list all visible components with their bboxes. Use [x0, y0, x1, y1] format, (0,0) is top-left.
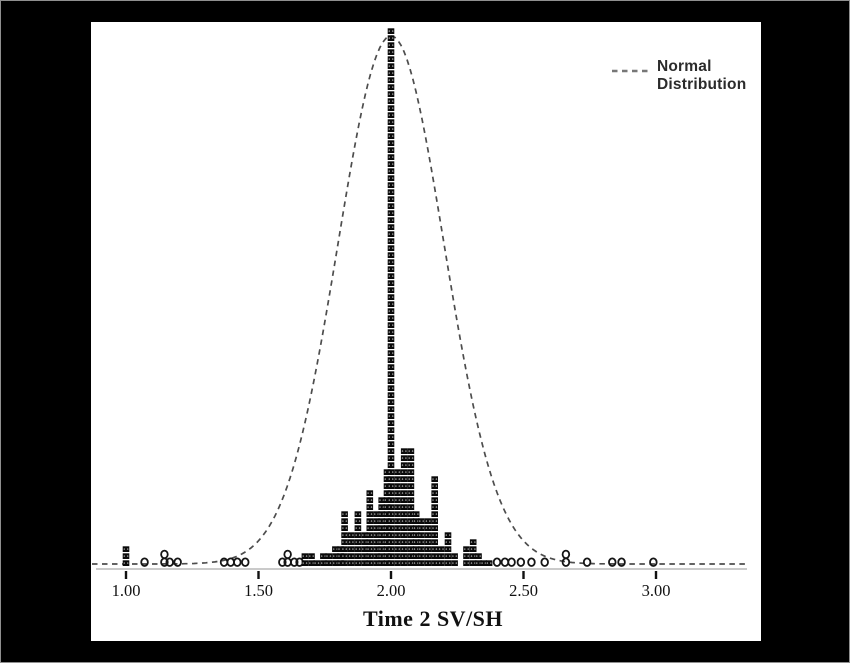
data-point-circle: [617, 557, 626, 567]
histogram-column: [463, 546, 470, 566]
histogram-column: [347, 532, 355, 566]
x-axis-tick-label: 2.50: [509, 581, 538, 600]
histogram-chart: 1.00 1.50 2.00 2.50 3.00: [92, 28, 747, 600]
dashed-line-icon: [612, 69, 648, 73]
data-point-circle: [283, 549, 292, 560]
data-point-circle: [608, 557, 617, 567]
data-point-circle: [173, 557, 182, 567]
x-axis-tick-label: 1.00: [112, 581, 141, 600]
histogram-column: [451, 553, 458, 566]
histogram-column: [122, 546, 130, 566]
data-point-circle: [561, 549, 571, 560]
histogram-column: [469, 539, 477, 566]
legend-label-line2: Distribution: [657, 76, 747, 93]
histogram-column: [424, 518, 432, 566]
histogram-column: [438, 546, 445, 566]
data-point-circle: [160, 549, 169, 560]
data-point-circle: [290, 557, 299, 567]
histogram-column: [394, 469, 401, 566]
data-point-circle: [241, 557, 250, 567]
data-point-circle: [165, 557, 174, 567]
histogram-column: [407, 448, 415, 566]
histogram-column: [341, 511, 348, 566]
normal-curve: [92, 35, 746, 565]
data-point-circle: [527, 557, 536, 567]
histogram-column: [444, 532, 452, 566]
histogram-column: [400, 448, 408, 566]
data-point-circle: [540, 557, 549, 567]
data-point-circle: [500, 557, 510, 567]
x-axis-tick-label: 1.50: [244, 581, 273, 600]
histogram-column: [412, 511, 420, 566]
data-point-circle: [507, 557, 516, 567]
legend: Normal Distribution: [611, 58, 746, 94]
plot-panel: 1.00 1.50 2.00 2.50 3.00 Normal Distribution…: [91, 22, 761, 641]
histogram-column: [361, 532, 368, 566]
legend-label-line1: Normal: [657, 58, 712, 75]
histogram-column: [354, 511, 362, 566]
data-point-circle: [649, 557, 658, 567]
histogram-column: [366, 490, 374, 566]
histogram-column: [387, 28, 395, 566]
data-point-circle: [140, 557, 149, 567]
data-point-circle: [516, 557, 526, 567]
histogram-column: [480, 560, 487, 566]
histogram-column: [485, 560, 493, 566]
legend-label: Normal Distribution: [657, 58, 746, 94]
data-point-circle: [278, 557, 287, 567]
data-point-circle: [582, 557, 592, 567]
data-point-circle: [226, 557, 235, 567]
histogram-column: [418, 518, 425, 566]
data-point-circle: [233, 557, 242, 567]
data-point-circle: [492, 557, 502, 567]
histogram-column: [431, 476, 438, 566]
x-axis-tick-label: 3.00: [642, 581, 671, 600]
histogram-column: [301, 553, 309, 566]
histogram-column: [313, 560, 321, 566]
x-axis-title: Time 2 SV/SH: [362, 606, 504, 631]
x-axis-tick-label: 2.00: [377, 581, 406, 600]
histogram-column: [325, 553, 332, 566]
